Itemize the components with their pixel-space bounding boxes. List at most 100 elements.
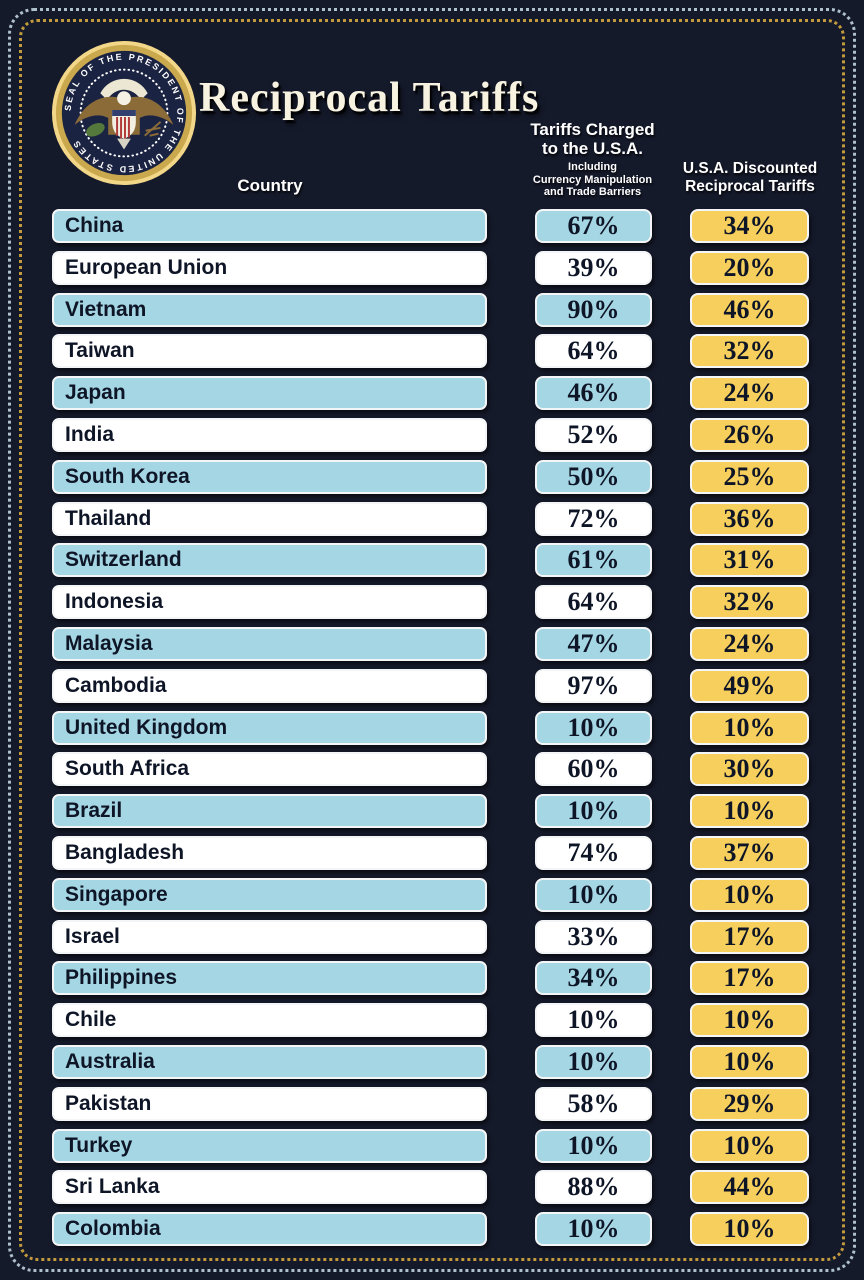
country-cell: Colombia [52,1212,487,1247]
discounted-tariff-cell: 29% [690,1086,809,1121]
charged-tariff-cell: 60% [535,752,652,787]
charged-tariff-cell: 39% [535,250,652,285]
charged-header-line2: to the U.S.A. [541,139,644,158]
country-cell: Sri Lanka [52,1170,487,1205]
discounted-tariff-cell: 30% [690,752,809,787]
table-row: United Kingdom 10% 10% [52,710,810,745]
discounted-header-line1: U.S.A. Discounted [682,160,818,177]
country-cell: Japan [52,376,487,411]
charged-tariff-cell: 10% [535,1128,652,1163]
table-row: South Africa 60% 30% [52,752,810,787]
country-cell: Vietnam [52,292,487,327]
charged-header-sub3: and Trade Barriers [543,186,642,198]
charged-tariff-cell: 10% [535,794,652,829]
table-row: Brazil 10% 10% [52,794,810,829]
column-header-charged: Tariffs Charged to the U.S.A. Including … [500,120,685,199]
charged-tariff-cell: 10% [535,1212,652,1247]
discounted-tariff-cell: 10% [690,710,809,745]
table-row: Taiwan 64% 32% [52,334,810,369]
table-row: Japan 46% 24% [52,376,810,411]
charged-tariff-cell: 46% [535,376,652,411]
table-row: Switzerland 61% 31% [52,543,810,578]
charged-tariff-cell: 50% [535,459,652,494]
discounted-tariff-cell: 10% [690,1003,809,1038]
table-row: China 67% 34% [52,209,810,243]
seal-tail [117,138,131,150]
discounted-tariff-cell: 24% [690,376,809,411]
charged-tariff-cell: 67% [535,209,652,243]
country-cell: Israel [52,919,487,954]
country-cell: United Kingdom [52,710,487,745]
charged-tariff-cell: 10% [535,1044,652,1079]
table-row: Australia 10% 10% [52,1044,810,1079]
country-cell: Bangladesh [52,835,487,870]
country-cell: South Africa [52,752,487,787]
discounted-tariff-cell: 10% [690,1212,809,1247]
charged-tariff-cell: 88% [535,1170,652,1205]
table-row: European Union 39% 20% [52,250,810,285]
country-cell: Brazil [52,794,487,829]
seal-olive-branch [86,122,105,137]
charged-tariff-cell: 47% [535,626,652,661]
discounted-tariff-cell: 10% [690,1044,809,1079]
country-cell: Pakistan [52,1086,487,1121]
country-cell: Philippines [52,961,487,996]
charged-tariff-cell: 90% [535,292,652,327]
discounted-tariff-cell: 34% [690,209,809,243]
charged-header-sub2: Currency Manipulation [532,173,653,186]
charged-tariff-cell: 64% [535,334,652,369]
country-cell: India [52,417,487,452]
presidential-seal-icon: SEAL OF THE PRESIDENT OF THE UNITED STAT… [51,40,197,186]
country-cell: Thailand [52,501,487,536]
table-row: Thailand 72% 36% [52,501,810,536]
table-row: Sri Lanka 88% 44% [52,1170,810,1205]
charged-tariff-cell: 10% [535,1003,652,1038]
country-cell: China [52,209,487,243]
charged-tariff-cell: 97% [535,668,652,703]
tariff-table: China 67% 34% European Union 39% 20% Vie… [52,209,810,1247]
table-row: Colombia 10% 10% [52,1212,810,1247]
discounted-tariff-cell: 36% [690,501,809,536]
charged-tariff-cell: 58% [535,1086,652,1121]
country-cell: Turkey [52,1128,487,1163]
discounted-tariff-cell: 32% [690,585,809,620]
discounted-tariff-cell: 10% [690,1128,809,1163]
table-row: Philippines 34% 17% [52,961,810,996]
charged-tariff-cell: 74% [535,835,652,870]
country-cell: Taiwan [52,334,487,369]
seal-glory [100,78,148,101]
discounted-header-line2: Reciprocal Tariffs [685,178,815,195]
discounted-tariff-cell: 37% [690,835,809,870]
table-row: Bangladesh 74% 37% [52,835,810,870]
table-row: Chile 10% 10% [52,1003,810,1038]
discounted-tariff-cell: 49% [690,668,809,703]
country-cell: Chile [52,1003,487,1038]
country-cell: Singapore [52,877,487,912]
country-cell: Switzerland [52,543,487,578]
table-row: Israel 33% 17% [52,919,810,954]
seal-arrows [144,121,162,137]
discounted-tariff-cell: 46% [690,292,809,327]
country-cell: Australia [52,1044,487,1079]
discounted-tariff-cell: 20% [690,250,809,285]
discounted-tariff-cell: 17% [690,919,809,954]
table-row: Cambodia 97% 49% [52,668,810,703]
discounted-tariff-cell: 24% [690,626,809,661]
table-row: South Korea 50% 25% [52,459,810,494]
charged-tariff-cell: 33% [535,919,652,954]
table-row: Pakistan 58% 29% [52,1086,810,1121]
table-row: Turkey 10% 10% [52,1128,810,1163]
country-cell: Malaysia [52,626,487,661]
seal-eagle-head [117,91,131,106]
discounted-tariff-cell: 25% [690,459,809,494]
charged-tariff-cell: 10% [535,877,652,912]
country-cell: South Korea [52,459,487,494]
table-row: Malaysia 47% 24% [52,626,810,661]
charged-tariff-cell: 10% [535,710,652,745]
charged-header-line1: Tariffs Charged [530,120,655,139]
country-cell: European Union [52,250,487,285]
charged-header-sub1: Including [568,161,617,173]
page-title: Reciprocal Tariffs [199,75,540,121]
country-cell: Indonesia [52,585,487,620]
